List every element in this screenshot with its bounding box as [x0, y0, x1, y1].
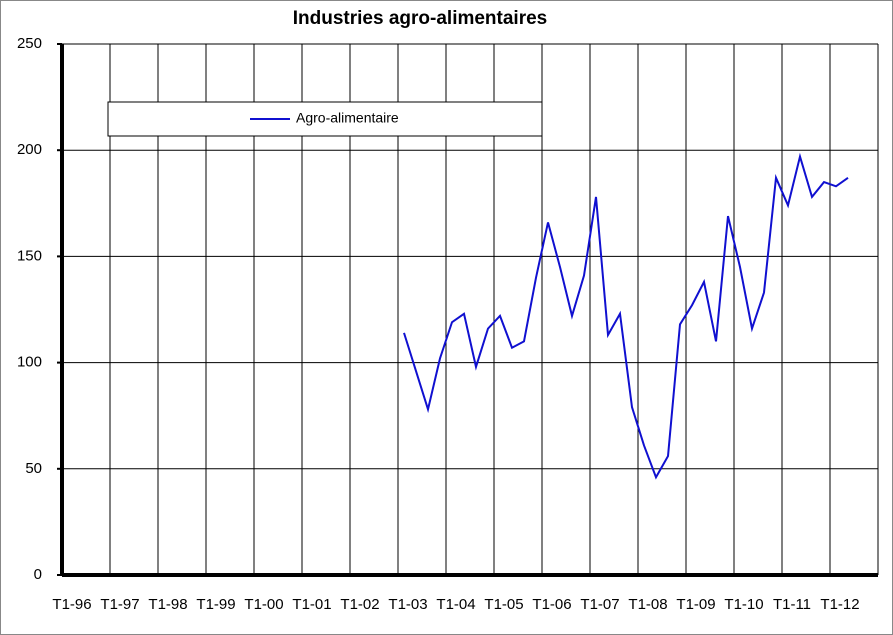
x-tick-label: T1-09	[676, 596, 715, 613]
x-tick-label: T1-08	[628, 596, 667, 613]
x-tick-label: T1-98	[148, 596, 187, 613]
y-tick-label: 150	[17, 247, 42, 264]
y-tick-label: 100	[17, 354, 42, 371]
x-tick-label: T1-11	[773, 596, 811, 613]
x-tick-label: T1-06	[532, 596, 571, 613]
y-tick-label: 0	[34, 566, 42, 583]
data-line	[403, 152, 849, 480]
x-tick-label: T1-05	[484, 596, 523, 613]
legend-box	[107, 101, 543, 137]
legend-label: Agro-alimentaire	[296, 110, 399, 126]
y-tick-label: 250	[17, 35, 42, 52]
x-tick-label: T1-07	[580, 596, 619, 613]
chart-title: Industries agro-alimentaires	[293, 8, 547, 29]
x-tick-label: T1-97	[100, 596, 139, 613]
y-tick-label: 200	[17, 141, 42, 158]
x-tick-label: T1-04	[436, 596, 475, 613]
x-tick-label: T1-02	[340, 596, 379, 613]
x-tick-label: T1-99	[196, 596, 235, 613]
x-tick-label: T1-10	[724, 596, 763, 613]
x-tick-label: T1-01	[292, 596, 331, 613]
x-tick-label: T1-03	[388, 596, 427, 613]
x-tick-label: T1-96	[52, 596, 91, 613]
x-tick-label: T1-00	[244, 596, 283, 613]
x-tick-label: T1-12	[820, 596, 859, 613]
y-tick-label: 50	[25, 460, 42, 477]
